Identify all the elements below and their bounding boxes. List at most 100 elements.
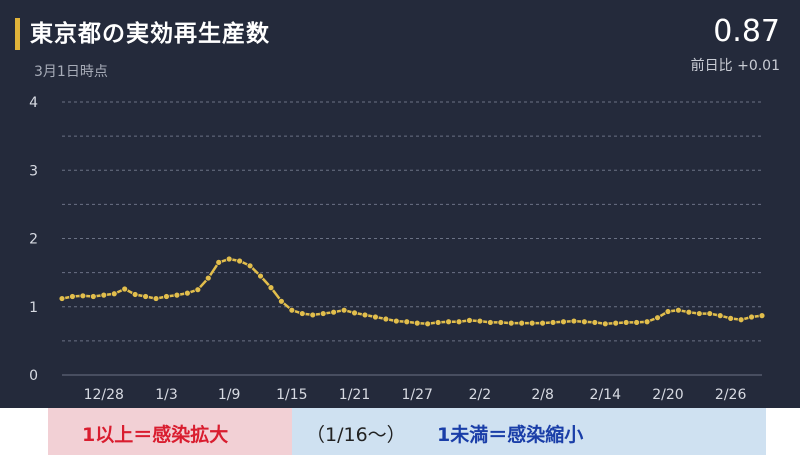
data-point xyxy=(58,295,66,302)
data-point xyxy=(89,293,97,300)
data-point xyxy=(560,318,567,326)
data-point xyxy=(664,308,672,315)
data-point xyxy=(173,291,181,299)
data-point xyxy=(466,316,473,324)
day-over-day-change: 前日比 +0.01 xyxy=(690,58,780,74)
data-point xyxy=(758,312,766,320)
data-point xyxy=(497,319,505,326)
data-point xyxy=(382,315,390,323)
data-point xyxy=(601,320,609,328)
x-tick-label: 2/20 xyxy=(652,387,683,403)
x-tick-label: 2/26 xyxy=(715,387,747,403)
data-point xyxy=(737,316,745,324)
data-point xyxy=(539,319,546,327)
data-point xyxy=(695,310,703,317)
data-point xyxy=(424,320,432,328)
x-tick-label: 1/21 xyxy=(339,387,370,403)
y-tick-label: 1 xyxy=(29,300,38,316)
data-point xyxy=(131,291,139,298)
data-point xyxy=(476,317,484,325)
legend-expand-label: 1以上＝感染拡大 xyxy=(82,424,229,446)
data-point xyxy=(580,318,588,326)
data-point xyxy=(486,319,494,326)
data-point xyxy=(392,317,400,325)
data-point xyxy=(319,310,327,317)
x-tick-label: 1/9 xyxy=(218,387,241,403)
data-point xyxy=(633,319,641,326)
legend-shrink-label: 1未満＝感染縮小 xyxy=(437,424,584,446)
data-point xyxy=(403,318,411,326)
data-point xyxy=(298,310,306,317)
grid-lines xyxy=(62,101,762,376)
chart-subtitle: 3月1日時点 xyxy=(34,64,108,80)
data-point xyxy=(727,314,735,322)
data-point xyxy=(236,257,244,265)
chart-title: 東京都の実効再生産数 xyxy=(30,21,270,47)
data-point xyxy=(716,312,724,320)
data-point xyxy=(413,319,421,327)
data-point xyxy=(225,255,233,263)
x-tick-label: 2/14 xyxy=(590,387,622,403)
data-point xyxy=(654,314,661,322)
legend-date-note: （1/16〜） xyxy=(306,424,406,446)
data-point xyxy=(142,293,149,300)
data-point xyxy=(622,319,630,326)
series-line xyxy=(61,257,763,326)
data-point xyxy=(246,262,254,270)
x-tick-label: 2/8 xyxy=(531,387,554,403)
data-point xyxy=(372,313,379,321)
data-point xyxy=(215,258,223,266)
x-tick-label: 1/3 xyxy=(155,387,178,403)
data-point xyxy=(612,319,620,327)
data-point xyxy=(163,293,170,300)
data-point xyxy=(643,318,651,326)
x-tick-label: 12/28 xyxy=(84,387,124,403)
y-tick-label: 3 xyxy=(29,163,38,179)
legend-expand-box xyxy=(48,408,292,455)
data-point xyxy=(361,311,369,319)
data-point xyxy=(685,308,693,316)
data-point xyxy=(445,318,452,326)
data-point xyxy=(194,286,202,294)
data-point xyxy=(152,295,160,302)
y-tick-label: 2 xyxy=(29,232,38,248)
line-chart: 0 1 2 3 4 12/28 1/3 1/9 1/15 1/21 1/27 2/2 2/8 2/14 2… xyxy=(29,95,766,403)
data-point xyxy=(267,284,275,292)
data-point xyxy=(351,309,358,317)
data-point xyxy=(455,318,463,326)
title-accent-bar xyxy=(15,18,20,50)
data-point xyxy=(100,291,108,299)
y-tick-label: 0 xyxy=(29,368,38,384)
data-point xyxy=(309,311,317,319)
data-point xyxy=(340,306,348,314)
data-point xyxy=(549,319,557,326)
data-point xyxy=(69,293,76,300)
data-point xyxy=(748,313,755,321)
data-point xyxy=(79,292,87,300)
data-point xyxy=(528,319,536,327)
x-tick-label: 1/27 xyxy=(401,387,432,403)
data-point xyxy=(110,290,118,298)
data-point xyxy=(591,319,599,326)
data-point xyxy=(278,297,285,305)
data-point xyxy=(434,319,442,326)
legend-shrink-box xyxy=(292,408,766,455)
data-point xyxy=(121,285,129,293)
data-point xyxy=(183,289,191,297)
x-tick-label: 1/15 xyxy=(276,387,307,403)
series-layer xyxy=(58,255,766,328)
y-tick-label: 4 xyxy=(29,95,38,111)
data-point xyxy=(675,306,682,314)
latest-value: 0.87 xyxy=(713,14,780,49)
data-point xyxy=(257,272,264,280)
x-tick-label: 2/2 xyxy=(469,387,492,403)
x-axis-ticks: 12/28 1/3 1/9 1/15 1/21 1/27 2/2 2/8 2/14 2/20 2/2… xyxy=(84,387,747,403)
data-point xyxy=(518,319,526,327)
data-point xyxy=(507,319,515,327)
y-axis-ticks: 0 1 2 3 4 xyxy=(29,95,38,384)
data-point xyxy=(706,310,714,317)
data-point xyxy=(204,274,212,282)
data-point xyxy=(570,317,578,325)
data-point xyxy=(330,308,338,316)
data-point xyxy=(288,306,296,314)
